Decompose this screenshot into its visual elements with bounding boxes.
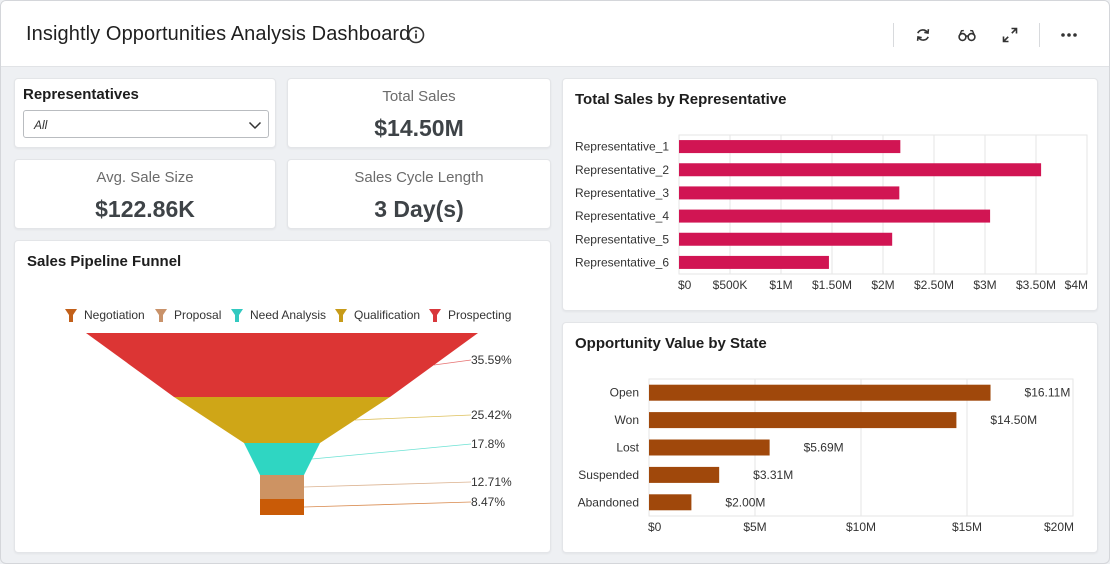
bar xyxy=(649,412,957,429)
avg-sale-size-card: Avg. Sale Size $122.86K xyxy=(14,159,276,229)
glasses-icon[interactable] xyxy=(957,25,977,45)
funnel-segment xyxy=(260,499,304,515)
bar xyxy=(679,209,991,223)
select-value: All xyxy=(34,118,48,132)
chart-title: Opportunity Value by State xyxy=(575,335,767,352)
legend-swatch xyxy=(65,309,77,322)
funnel-value-label: 25.42% xyxy=(471,408,512,422)
legend-swatch xyxy=(155,309,167,322)
bar xyxy=(649,466,720,483)
y-category-label: Abandoned xyxy=(578,495,639,509)
refresh-icon[interactable] xyxy=(913,25,933,45)
chart-title: Total Sales by Representative xyxy=(575,91,787,108)
funnel-segment xyxy=(174,397,390,443)
x-tick-label: $2.50M xyxy=(914,278,954,292)
legend-label: Prospecting xyxy=(448,308,511,322)
bar xyxy=(679,140,901,154)
data-label: $2.00M xyxy=(725,495,765,509)
leader-line xyxy=(433,359,472,366)
data-label: $3.31M xyxy=(753,468,793,482)
x-tick-label: $3.50M xyxy=(1016,278,1056,292)
x-tick-label: $20M xyxy=(1044,520,1074,534)
funnel-value-label: 17.8% xyxy=(471,437,505,451)
x-tick-label: $1M xyxy=(769,278,792,292)
kpi-label: Avg. Sale Size xyxy=(96,169,194,186)
legend-label: Negotiation xyxy=(84,308,145,322)
y-category-label: Representative_3 xyxy=(575,186,669,200)
y-category-label: Lost xyxy=(616,441,639,455)
funnel-value-label: 8.47% xyxy=(471,495,505,509)
leader-line xyxy=(354,414,472,421)
legend-label: Need Analysis xyxy=(250,308,326,322)
data-label: $16.11M xyxy=(1025,386,1071,400)
x-tick-label: $1.50M xyxy=(812,278,852,292)
funnel-segment xyxy=(244,443,320,475)
y-category-label: Won xyxy=(615,413,639,427)
kpi-value: $122.86K xyxy=(95,196,195,222)
y-category-label: Representative_6 xyxy=(575,255,669,269)
kpi-value: 3 Day(s) xyxy=(374,196,464,222)
legend-swatch xyxy=(335,309,347,322)
header-divider xyxy=(893,23,894,47)
x-tick-label: $500K xyxy=(713,278,748,292)
bar xyxy=(679,186,900,200)
leader-line xyxy=(303,501,472,508)
x-tick-label: $5M xyxy=(743,520,766,534)
more-icon[interactable] xyxy=(1059,25,1079,45)
data-label: $5.69M xyxy=(804,441,844,455)
funnel-value-label: 12.71% xyxy=(471,475,512,489)
x-tick-label: $4M xyxy=(1065,278,1088,292)
x-tick-label: $10M xyxy=(846,520,876,534)
legend-label: Qualification xyxy=(354,308,420,322)
filter-label: Representatives xyxy=(23,86,139,103)
x-tick-label: $15M xyxy=(952,520,982,534)
funnel-value-label: 35.59% xyxy=(471,353,512,367)
chevron-down-icon xyxy=(248,121,262,130)
bar xyxy=(649,439,770,456)
leader-line xyxy=(311,443,472,460)
bar xyxy=(679,163,1042,177)
kpi-label: Total Sales xyxy=(382,88,456,105)
y-category-label: Representative_5 xyxy=(575,232,669,246)
state-bar-chart: $0 $5M $10M $15M $20M Open $16.11M Won $14.50M Lo… xyxy=(578,378,1074,534)
x-tick-label: $2M xyxy=(871,278,894,292)
total-sales-card: Total Sales $14.50M xyxy=(287,78,551,148)
funnel-chart: Negotiation Proposal Need Analysis Qualific… xyxy=(65,308,512,515)
x-tick-label: $0 xyxy=(678,278,692,292)
legend-swatch xyxy=(429,309,441,322)
info-icon[interactable] xyxy=(407,26,425,44)
sales-pipeline-funnel-card: Sales Pipeline Funnel Negotiation Proposa… xyxy=(14,240,551,553)
representatives-filter-card: Representatives All xyxy=(14,78,276,148)
funnel-segment xyxy=(86,333,478,397)
y-category-label: Suspended xyxy=(578,468,639,482)
x-tick-label: $0 xyxy=(648,520,662,534)
sales-cycle-card: Sales Cycle Length 3 Day(s) xyxy=(287,159,551,229)
representatives-select[interactable]: All xyxy=(23,110,269,138)
data-label: $14.50M xyxy=(990,413,1037,427)
dashboard-header: Insightly Opportunities Analysis Dashboa… xyxy=(1,1,1109,67)
x-tick-label: $3M xyxy=(973,278,996,292)
bar xyxy=(649,494,692,511)
leader-line xyxy=(303,481,472,488)
bar xyxy=(649,384,991,401)
opportunity-value-by-state-card: Opportunity Value by State $0 $5M $10M $15M… xyxy=(562,322,1098,553)
legend-swatch xyxy=(231,309,243,322)
kpi-label: Sales Cycle Length xyxy=(354,169,484,186)
legend-label: Proposal xyxy=(174,308,221,322)
y-category-label: Representative_4 xyxy=(575,209,669,223)
expand-icon[interactable] xyxy=(1000,25,1020,45)
bar xyxy=(679,232,893,246)
y-category-label: Open xyxy=(610,386,639,400)
bar xyxy=(679,255,829,269)
chart-title: Sales Pipeline Funnel xyxy=(27,253,182,270)
total-sales-by-rep-card: Total Sales by Representative $0 $500K $1M… xyxy=(562,78,1098,311)
rep-bar-chart: $0 $500K $1M $1.50M $2M $2.50M $3M $3.50M $4M Rep… xyxy=(575,134,1088,292)
page-title: Insightly Opportunities Analysis Dashboa… xyxy=(26,23,411,45)
funnel-segment xyxy=(260,475,304,499)
kpi-value: $14.50M xyxy=(374,115,464,141)
header-divider xyxy=(1039,23,1040,47)
y-category-label: Representative_2 xyxy=(575,163,669,177)
y-category-label: Representative_1 xyxy=(575,140,669,154)
